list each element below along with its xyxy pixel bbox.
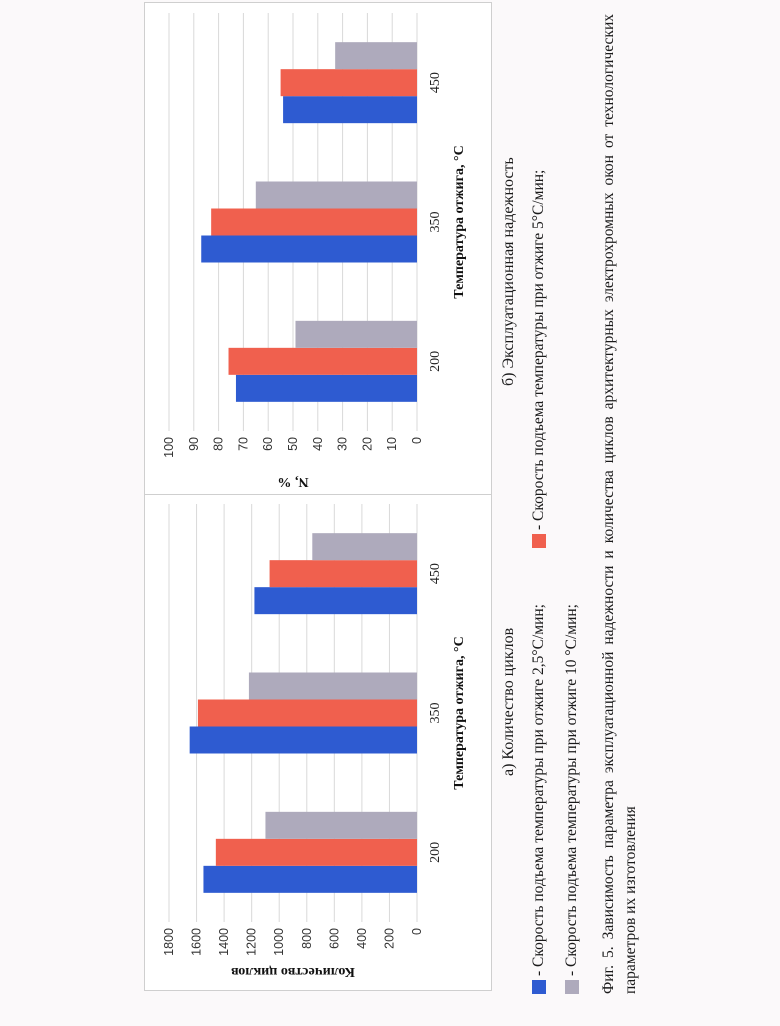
- bar: [256, 182, 417, 209]
- bar: [190, 727, 417, 754]
- bar: [335, 42, 417, 69]
- y-tick-label: 40: [311, 437, 325, 451]
- legend-item-2-5: - Скорость подъема температуры при отжиг…: [530, 604, 548, 994]
- y-tick-label: 1600: [190, 928, 204, 956]
- legend-label: - Скорость подъема температуры при отжиг…: [563, 604, 581, 976]
- y-tick-label: 20: [360, 437, 374, 451]
- y-tick-label: 50: [286, 437, 300, 451]
- y-tick-label: 200: [382, 928, 396, 949]
- x-axis-label: Температура отжига, °С: [452, 145, 467, 298]
- bar: [211, 209, 417, 236]
- y-tick-label: 1800: [162, 928, 176, 956]
- x-tick-label: 450: [428, 72, 443, 93]
- legend-item-10: - Скорость подъема температуры при отжиг…: [563, 604, 581, 994]
- bar: [281, 69, 417, 96]
- legend-swatch-red: [532, 534, 546, 548]
- x-tick-label: 350: [428, 703, 443, 724]
- bar: [270, 560, 417, 587]
- bar: [295, 321, 417, 348]
- legend-label: - Скорость подъема температуры при отжиг…: [530, 604, 548, 976]
- bar: [201, 236, 417, 263]
- x-axis-label: Температура отжига, °С: [452, 636, 467, 789]
- legend-swatch-blue: [532, 980, 546, 994]
- chart-a-caption: а) Количество циклов: [500, 628, 518, 776]
- legend-item-5: - Скорость подъема температуры при отжиг…: [530, 170, 548, 548]
- y-tick-label: 80: [212, 437, 226, 451]
- bar: [203, 866, 417, 893]
- x-tick-label: 200: [428, 351, 443, 372]
- bar: [312, 533, 417, 560]
- chart-reliability: 0 10 20 30 40 50 60 70 80 90 100 200 350 450 Температу…: [144, 2, 492, 495]
- bar: [283, 96, 417, 123]
- x-tick-label: 350: [428, 212, 443, 233]
- y-tick-label: 600: [327, 928, 341, 949]
- y-tick-label: 1200: [245, 928, 259, 956]
- y-tick-label: 10: [385, 437, 399, 451]
- y-axis-label: N, %: [277, 474, 308, 489]
- bar: [249, 673, 417, 700]
- chart-reliability-svg: 0 10 20 30 40 50 60 70 80 90 100 200 350 450 Температу…: [145, 3, 491, 494]
- legend-label: - Скорость подъема температуры при отжиг…: [530, 170, 548, 530]
- y-tick-label: 800: [300, 928, 314, 949]
- bar: [229, 348, 417, 375]
- y-tick-label: 400: [355, 928, 369, 949]
- bar: [236, 375, 417, 402]
- y-tick-label: 1400: [217, 928, 231, 956]
- bar: [198, 700, 417, 727]
- y-tick-label: 100: [162, 437, 176, 458]
- x-tick-label: 450: [428, 563, 443, 584]
- y-tick-label: 70: [236, 437, 250, 451]
- y-tick-label: 0: [410, 437, 424, 444]
- y-tick-label: 1000: [272, 928, 286, 956]
- y-axis-label: Количество циклов: [231, 964, 355, 979]
- y-tick-label: 60: [261, 437, 275, 451]
- y-tick-label: 0: [410, 928, 424, 935]
- chart-b-caption: б) Эксплуатационная надежность: [500, 157, 518, 386]
- bar: [265, 812, 417, 839]
- legend-swatch-gray: [565, 980, 579, 994]
- bar: [254, 587, 417, 614]
- y-tick-label: 30: [336, 437, 350, 451]
- y-tick-label: 90: [187, 437, 201, 451]
- figure-caption: Фиг. 5. Зависимость параметра эксплуатац…: [598, 14, 642, 994]
- x-tick-label: 200: [428, 842, 443, 863]
- chart-cycles-svg: 0 200 400 600 800 1000 1200 1400 1600 1800 200 350 4…: [145, 494, 491, 990]
- bar: [216, 839, 417, 866]
- chart-cycles: 0 200 400 600 800 1000 1200 1400 1600 1800 200 350 4…: [144, 493, 492, 991]
